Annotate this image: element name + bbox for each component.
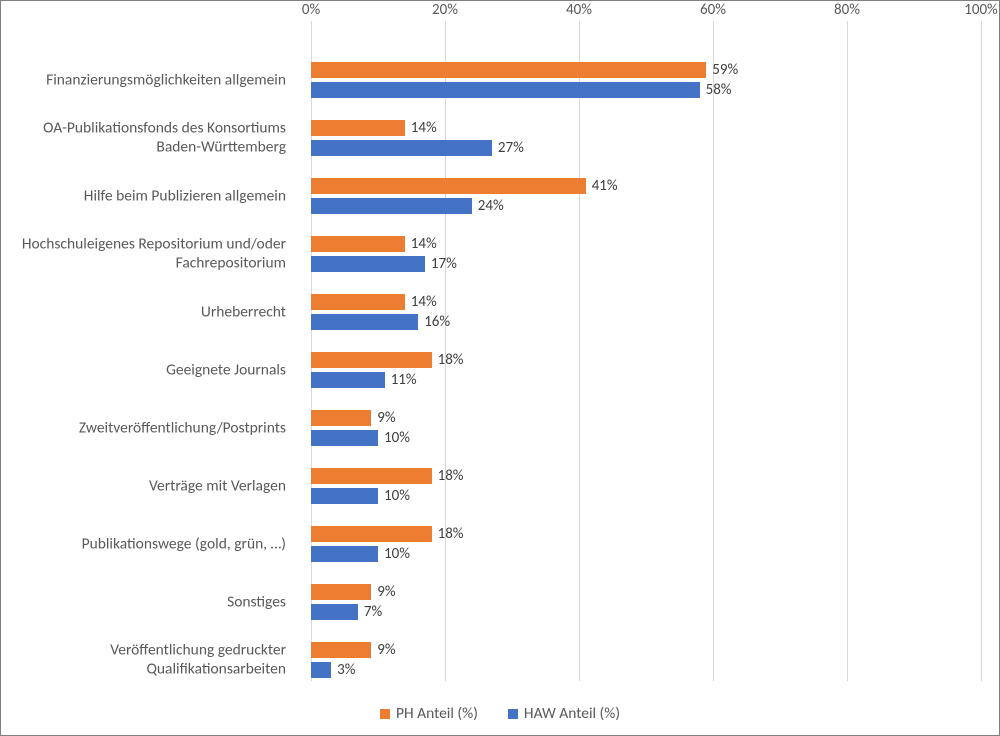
category-row: OA-Publikationsfonds des Konsortiums Bad…	[311, 109, 981, 167]
category-label: Zweitveröffentlichung/Postprints	[0, 418, 286, 437]
category-label: Sonstiges	[0, 592, 286, 611]
bar-value-haw: 11%	[385, 371, 417, 389]
category-label: Urheberrecht	[0, 302, 286, 321]
bar-ph: 9%	[311, 410, 371, 426]
bar-haw: 16%	[311, 314, 418, 330]
bar-haw: 7%	[311, 604, 358, 620]
category-label: Geeignete Journals	[0, 360, 286, 379]
category-label: Finanzierungsmöglichkeiten allgemein	[0, 70, 286, 89]
category-row: Finanzierungsmöglichkeiten allgemein59%5…	[311, 51, 981, 109]
bar-value-haw: 27%	[492, 139, 524, 157]
bar-haw: 10%	[311, 488, 378, 504]
bar-ph: 14%	[311, 120, 405, 136]
bar-value-ph: 59%	[706, 61, 738, 79]
category-row: Veröffentlichung gedruckter Qualifikatio…	[311, 631, 981, 689]
x-tick-label: 0%	[302, 1, 320, 19]
bar-haw: 10%	[311, 546, 378, 562]
bar-value-ph: 9%	[371, 409, 395, 427]
category-label: Hilfe beim Publizieren allgemein	[0, 186, 286, 205]
category-label: Hochschuleigenes Repositorium und/oder F…	[0, 235, 286, 274]
bar-ph: 41%	[311, 178, 586, 194]
category-row: Geeignete Journals18%11%	[311, 341, 981, 399]
bar-value-haw: 10%	[378, 429, 410, 447]
category-label: OA-Publikationsfonds des Konsortiums Bad…	[0, 119, 286, 158]
bar-value-haw: 17%	[425, 255, 457, 273]
bar-chart: 0% 20% 40% 60% 80% 100% Finanzierungsmöglichke…	[0, 0, 1000, 736]
legend-label-haw: HAW Anteil (%)	[524, 704, 620, 723]
x-tick-label: 100%	[964, 1, 998, 19]
bar-ph: 18%	[311, 352, 432, 368]
legend-swatch-haw	[508, 709, 518, 719]
category-row: Verträge mit Verlagen18%10%	[311, 457, 981, 515]
bar-ph: 9%	[311, 584, 371, 600]
category-row: Urheberrecht14%16%	[311, 283, 981, 341]
bar-ph: 14%	[311, 294, 405, 310]
grid-line	[981, 21, 982, 681]
bar-value-ph: 9%	[371, 583, 395, 601]
category-row: Hochschuleigenes Repositorium und/oder F…	[311, 225, 981, 283]
bar-haw: 10%	[311, 430, 378, 446]
category-row: Sonstiges9%7%	[311, 573, 981, 631]
legend-swatch-ph	[380, 709, 390, 719]
category-row: Zweitveröffentlichung/Postprints9%10%	[311, 399, 981, 457]
bar-ph: 18%	[311, 468, 432, 484]
bar-haw: 24%	[311, 198, 472, 214]
x-tick-label: 40%	[566, 1, 592, 19]
x-tick-label: 60%	[700, 1, 726, 19]
bar-ph: 9%	[311, 642, 371, 658]
category-row: Publikationswege (gold, grün, …)18%10%	[311, 515, 981, 573]
bar-value-haw: 10%	[378, 487, 410, 505]
bar-value-ph: 18%	[432, 351, 464, 369]
legend-item-haw: HAW Anteil (%)	[508, 704, 620, 723]
category-label: Verträge mit Verlagen	[0, 476, 286, 495]
x-tick-label: 20%	[432, 1, 458, 19]
bar-haw: 17%	[311, 256, 425, 272]
legend: PH Anteil (%) HAW Anteil (%)	[1, 704, 999, 723]
bar-ph: 59%	[311, 62, 706, 78]
category-label: Publikationswege (gold, grün, …)	[0, 534, 286, 553]
legend-item-ph: PH Anteil (%)	[380, 704, 478, 723]
bar-haw: 3%	[311, 662, 331, 678]
bar-haw: 11%	[311, 372, 385, 388]
category-label: Veröffentlichung gedruckter Qualifikatio…	[0, 641, 286, 680]
bar-ph: 14%	[311, 236, 405, 252]
bar-value-haw: 24%	[472, 197, 504, 215]
legend-label-ph: PH Anteil (%)	[396, 704, 478, 723]
category-row: Hilfe beim Publizieren allgemein41%24%	[311, 167, 981, 225]
bar-value-ph: 9%	[371, 641, 395, 659]
plot-area: 0%20%40%60%80%100%Finanzierungsmöglichke…	[311, 21, 981, 681]
bar-value-haw: 10%	[378, 545, 410, 563]
bar-value-ph: 14%	[405, 235, 437, 253]
bar-value-ph: 18%	[432, 467, 464, 485]
bar-value-ph: 14%	[405, 119, 437, 137]
bar-haw: 27%	[311, 140, 492, 156]
bar-haw: 58%	[311, 82, 700, 98]
bar-value-ph: 18%	[432, 525, 464, 543]
bar-value-haw: 58%	[700, 81, 732, 99]
bar-ph: 18%	[311, 526, 432, 542]
bar-value-haw: 7%	[358, 603, 382, 621]
x-tick-label: 80%	[834, 1, 860, 19]
bar-value-haw: 16%	[418, 313, 450, 331]
bar-value-ph: 14%	[405, 293, 437, 311]
bar-value-ph: 41%	[586, 177, 618, 195]
bar-value-haw: 3%	[331, 661, 355, 679]
